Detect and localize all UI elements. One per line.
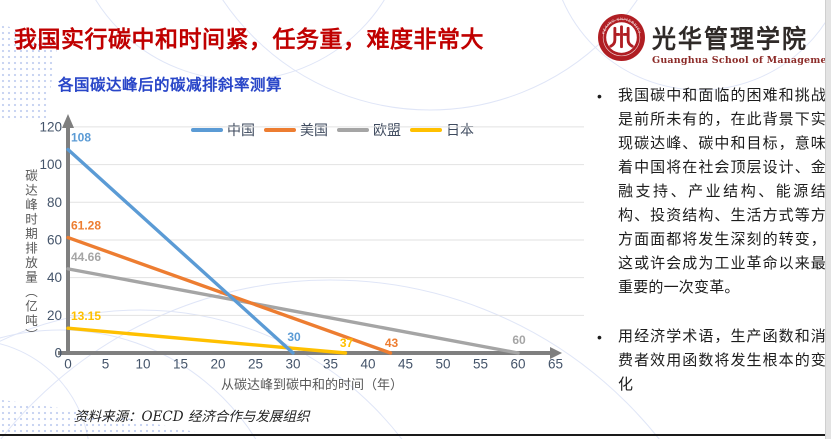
legend-swatch [191,128,223,132]
chart-legend: 中国 美国 欧盟 日本 [191,120,474,140]
x-axis-arrow [550,347,562,359]
y-axis-arrow [62,114,74,128]
y-tick-label: 0 [54,346,62,361]
x-tick-label: 50 [435,357,450,372]
window-right-edge [825,0,831,439]
x-axis-title: 从碳达峰到碳中和的时间（年） [220,377,403,392]
commentary-panel: • 我国碳中和面临的困难和挑战是前所未有的，在此背景下实现碳达峰、碳中和目标，意味… [597,84,826,422]
end-value-label: 37 [340,336,354,350]
bullet-marker-icon: • [597,329,602,345]
y-tick-label: 60 [47,232,62,247]
bullet-marker-icon: • [597,88,602,104]
legend-item: 日本 [410,120,474,140]
slide-bottom-border [0,434,826,436]
series-line [66,147,295,355]
line-chart: 108 30 61.28 43 44.66 60 13.15 37 0 5 10 15 20 25 30 35… [39,114,584,372]
legend-item: 美国 [264,120,328,140]
series-line [66,235,393,355]
x-tick-label: 35 [323,357,338,372]
series-line [66,267,520,355]
x-tick-label: 0 [64,357,72,372]
x-tick-label: 25 [248,357,263,372]
pku-seal-icon: PEKING UNIVERSITY 1898 [598,14,645,61]
logo-name-chinese: 光华管理学院 [652,23,808,54]
logo-name-english: Guanghua School of Management [652,55,831,66]
x-tick-label: 10 [135,357,150,372]
series-line [66,326,348,355]
svg-text:1898: 1898 [618,45,631,52]
legend-label: 日本 [446,122,474,138]
x-tick-label: 15 [173,357,188,372]
x-tick-label: 60 [510,357,525,372]
legend-swatch [337,128,369,132]
legend-label: 中国 [227,122,255,138]
bullet-item: • 用经济学术语，生产函数和消费者效用函数将发生根本的变化 [597,325,826,397]
x-tick-label: 65 [548,357,563,372]
start-value-label: 108 [71,131,91,145]
bullet-item: • 我国碳中和面临的困难和挑战是前所未有的，在此背景下实现碳达峰、碳中和目标，意味… [597,84,826,300]
x-tick-label: 40 [360,357,375,372]
y-tick-label: 100 [39,157,62,172]
bullet-text: 我国碳中和面临的困难和挑战是前所未有的，在此背景下实现碳达峰、碳中和目标，意味着… [618,87,826,296]
end-value-label: 30 [287,330,301,344]
y-tick-label: 80 [47,195,62,210]
x-tick-label: 55 [473,357,488,372]
legend-label: 欧盟 [373,122,401,138]
legend-swatch [264,128,296,132]
end-value-label: 43 [385,336,399,350]
x-tick-label: 5 [102,357,110,372]
y-axis-title: 碳达峰时期排放量（亿吨） [23,169,37,343]
logo-text: 光华管理学院 Guanghua School of Management [652,13,831,66]
start-value-label: 13.15 [71,309,101,323]
start-value-label: 61.28 [71,219,101,233]
x-tick-label: 30 [285,357,300,372]
school-logo: PEKING UNIVERSITY 1898 光华管理学院 Guanghua S… [597,13,831,66]
legend-item: 欧盟 [337,120,401,140]
y-tick-label: 20 [47,308,62,323]
y-tick-label: 40 [47,270,62,285]
legend-label: 美国 [300,122,328,138]
start-value-label: 44.66 [71,250,101,264]
slide-title: 我国实行碳中和时间紧，任务重，难度非常大 [14,26,484,52]
x-tick-label: 20 [210,357,225,372]
end-value-label: 60 [512,333,526,347]
legend-swatch [410,128,442,132]
legend-item: 中国 [191,120,255,140]
chart-title: 各国碳达峰后的碳减排斜率测算 [58,77,283,94]
y-tick-label: 120 [39,119,62,134]
x-tick-label: 45 [398,357,413,372]
bullet-text: 用经济学术语，生产函数和消费者效用函数将发生根本的变化 [618,328,826,393]
source-note: 资料来源：OECD 经济合作与发展组织 [74,409,310,425]
